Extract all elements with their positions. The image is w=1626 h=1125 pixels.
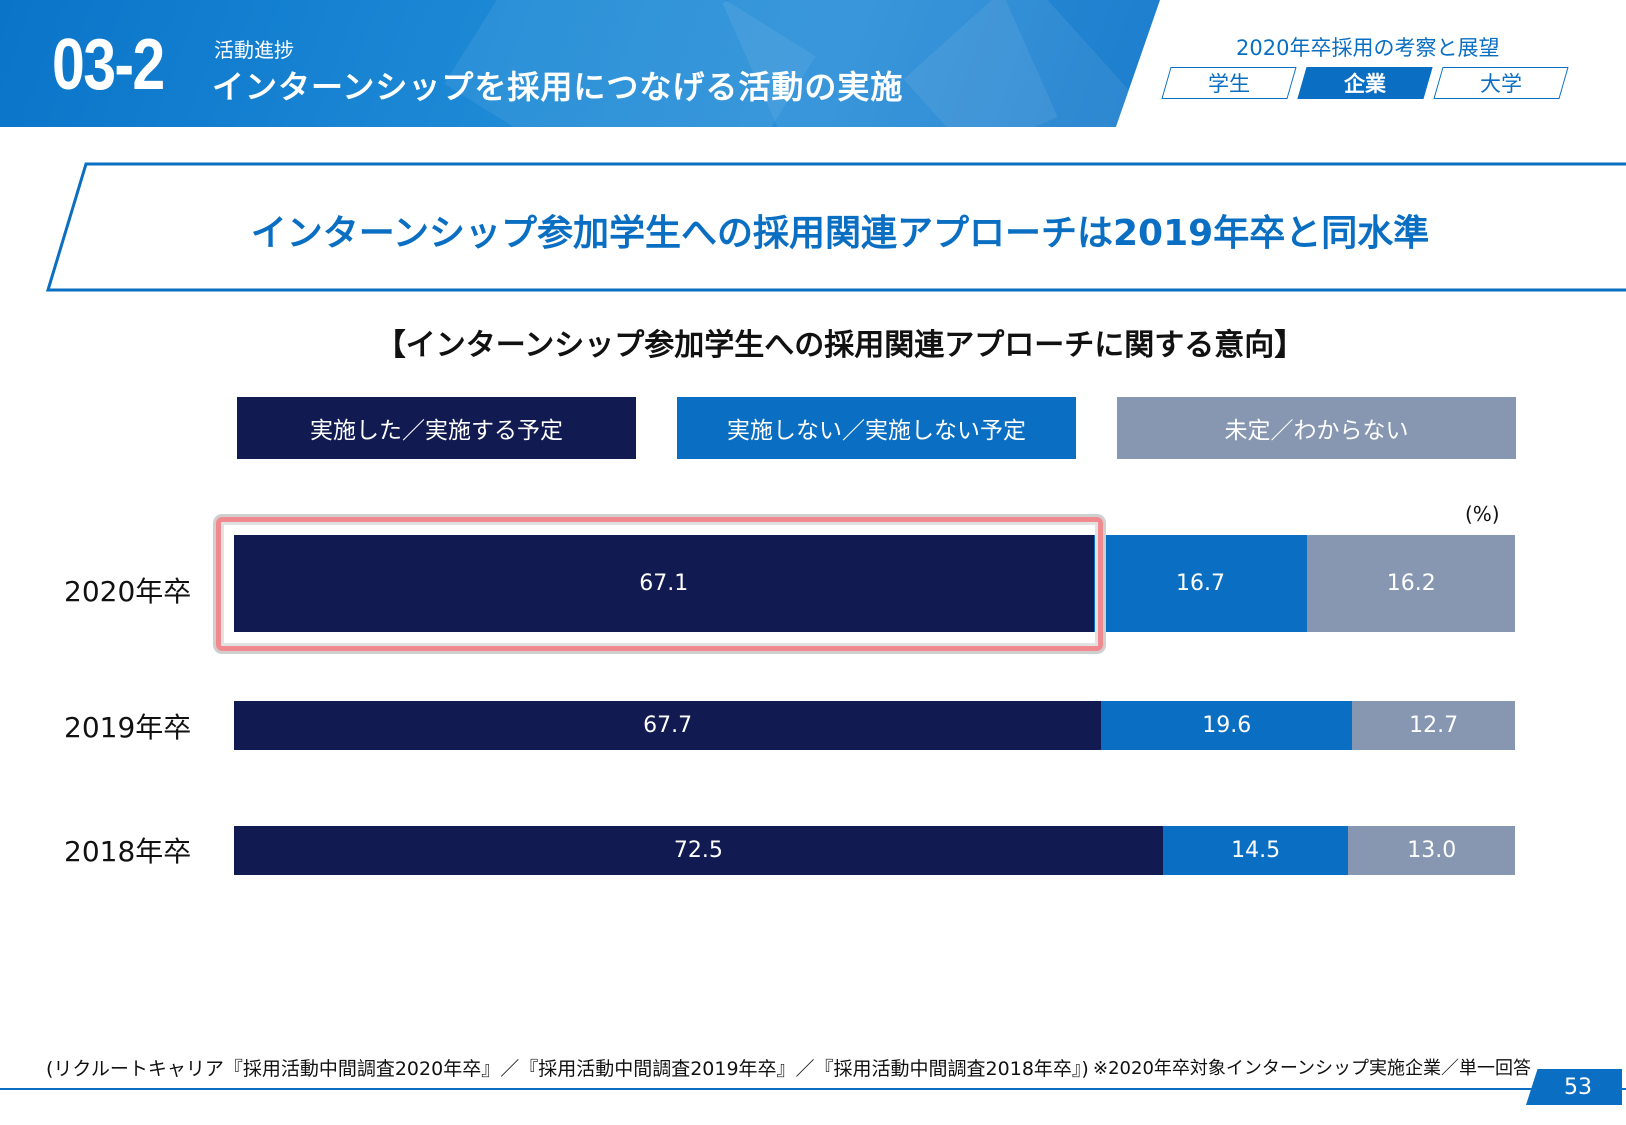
- footer-rule: [0, 1088, 1626, 1090]
- bar-value-label: 16.7: [1176, 571, 1225, 596]
- header-kicker: 活動進捗: [214, 38, 294, 62]
- chart-title: 【インターンシップ参加学生への採用関連アプローチに関する意向】: [375, 328, 1305, 363]
- page-number: 53: [1564, 1074, 1592, 1100]
- header-title: インターンシップを採用につなげる活動の実施: [212, 68, 904, 106]
- tab-universities[interactable]: 大学: [1433, 67, 1569, 99]
- bar-value-label: 13.0: [1407, 838, 1457, 863]
- bar-value-label: 72.5: [673, 838, 723, 863]
- category-label: 2020年卒: [64, 575, 192, 608]
- bar-segment: 16.7: [1093, 535, 1308, 632]
- bar-value-label: 67.7: [643, 713, 693, 738]
- highlight-box: [216, 517, 1103, 651]
- report-title: 2020年卒採用の考察と展望: [1236, 36, 1500, 60]
- bar-segment: 13.0: [1348, 826, 1515, 875]
- tab-students[interactable]: 学生: [1161, 67, 1297, 99]
- bar-segment: 67.1: [234, 535, 1094, 632]
- bar-segment: 19.6: [1101, 701, 1353, 750]
- bar-segment: 12.7: [1352, 701, 1515, 750]
- bar-value-label: 14.5: [1231, 838, 1281, 863]
- header-band: [0, 0, 1160, 127]
- tab-companies-label: 企業: [1344, 72, 1386, 96]
- bar-value-label: 67.1: [639, 571, 689, 596]
- legend-not-implemented: 実施しない／実施しない予定: [677, 397, 1076, 459]
- bar-segment: 14.5: [1162, 826, 1349, 875]
- bar-segment: 16.2: [1307, 535, 1515, 632]
- tab-universities-label: 大学: [1480, 72, 1522, 96]
- legend-implemented: 実施した／実施する予定: [237, 397, 636, 459]
- tab-students-label: 学生: [1208, 72, 1250, 96]
- page-number-tab: 53: [1526, 1069, 1622, 1105]
- legend-undecided: 未定／わからない: [1117, 397, 1516, 459]
- source-citation: (リクルートキャリア『採用活動中間調査2020年卒』／『採用活動中間調査2019…: [46, 1058, 1089, 1080]
- tab-companies[interactable]: 企業: [1297, 67, 1433, 99]
- bar-value-label: 16.2: [1386, 571, 1436, 596]
- bar-value-label: 12.7: [1409, 713, 1459, 738]
- bar-segment: 72.5: [234, 826, 1163, 875]
- bar-value-label: 19.6: [1202, 713, 1252, 738]
- headline-frame: [46, 162, 1626, 292]
- footnote: ※2020年卒対象インターンシップ実施企業／単一回答: [1093, 1058, 1531, 1079]
- bar-segment: 67.7: [234, 701, 1102, 750]
- unit-label: (%): [1465, 502, 1500, 526]
- category-label: 2018年卒: [64, 835, 192, 868]
- section-number: 03-2: [52, 25, 165, 105]
- headline: インターンシップ参加学生への採用関連アプローチは2019年卒と同水準: [250, 213, 1430, 254]
- category-label: 2019年卒: [64, 711, 192, 744]
